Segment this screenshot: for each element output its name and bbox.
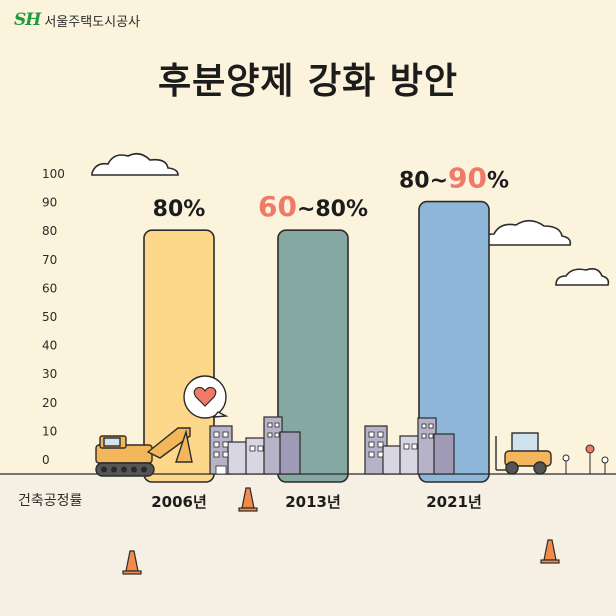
bar-value-part: 80% xyxy=(153,197,206,222)
bar-value-part: ~80% xyxy=(297,197,368,222)
x-tick-label: 2021년 xyxy=(426,493,482,511)
flower-icon xyxy=(562,444,609,474)
traffic-cone-icon xyxy=(122,550,142,575)
y-tick-label: 80 xyxy=(42,224,57,238)
ground-area xyxy=(0,474,616,616)
x-axis-title: 건축공정률 xyxy=(18,493,83,509)
excavator-icon xyxy=(95,427,193,477)
bar-value-label: 60~80% xyxy=(258,190,368,223)
bar-value-part: 90 xyxy=(448,162,487,195)
y-tick-label: 10 xyxy=(42,424,57,438)
y-tick-label: 50 xyxy=(42,310,57,324)
cloud-icon xyxy=(91,152,179,176)
traffic-cone-icon xyxy=(238,487,258,512)
bar xyxy=(418,200,490,483)
traffic-cone-icon xyxy=(540,539,560,564)
y-tick-label: 40 xyxy=(42,339,57,353)
page-title: 후분양제 강화 방안 xyxy=(157,61,459,102)
y-tick-label: 100 xyxy=(42,167,65,181)
bar-value-label: 80% xyxy=(153,197,206,222)
y-tick-label: 70 xyxy=(42,253,57,267)
brand-header: SH 서울주택도시공사 xyxy=(14,10,140,30)
y-tick-label: 90 xyxy=(42,196,57,210)
x-tick-labels: 2006년 2013년 2021년 xyxy=(151,493,482,511)
bar xyxy=(143,229,215,483)
y-axis: 0 10 20 30 40 50 60 70 80 90 100 xyxy=(42,167,65,467)
cloud-icon xyxy=(555,268,610,286)
bar xyxy=(277,229,349,483)
building-icon xyxy=(364,417,455,475)
bar-value-part: 80~ xyxy=(399,169,448,194)
y-tick-label: 60 xyxy=(42,281,57,295)
x-tick-label: 2013년 xyxy=(285,493,341,511)
cloud-icon xyxy=(480,219,572,246)
bar-value-part: 60 xyxy=(258,190,297,223)
sh-logo: SH xyxy=(14,10,41,30)
bar-value-part: % xyxy=(487,169,509,194)
building-icon xyxy=(209,416,301,475)
y-tick-label: 20 xyxy=(42,396,57,410)
bar-labels-group: 80% 60~80% 80~90% xyxy=(153,162,509,224)
heart-speech-bubble-icon xyxy=(183,375,229,419)
y-tick-label: 30 xyxy=(42,367,57,381)
forklift-icon xyxy=(495,432,552,475)
y-tick-label: 0 xyxy=(42,453,50,467)
org-name: 서울주택도시공사 xyxy=(44,14,141,30)
bars-group xyxy=(143,200,490,483)
x-tick-label: 2006년 xyxy=(151,493,207,511)
bar-value-label: 80~90% xyxy=(399,162,509,195)
